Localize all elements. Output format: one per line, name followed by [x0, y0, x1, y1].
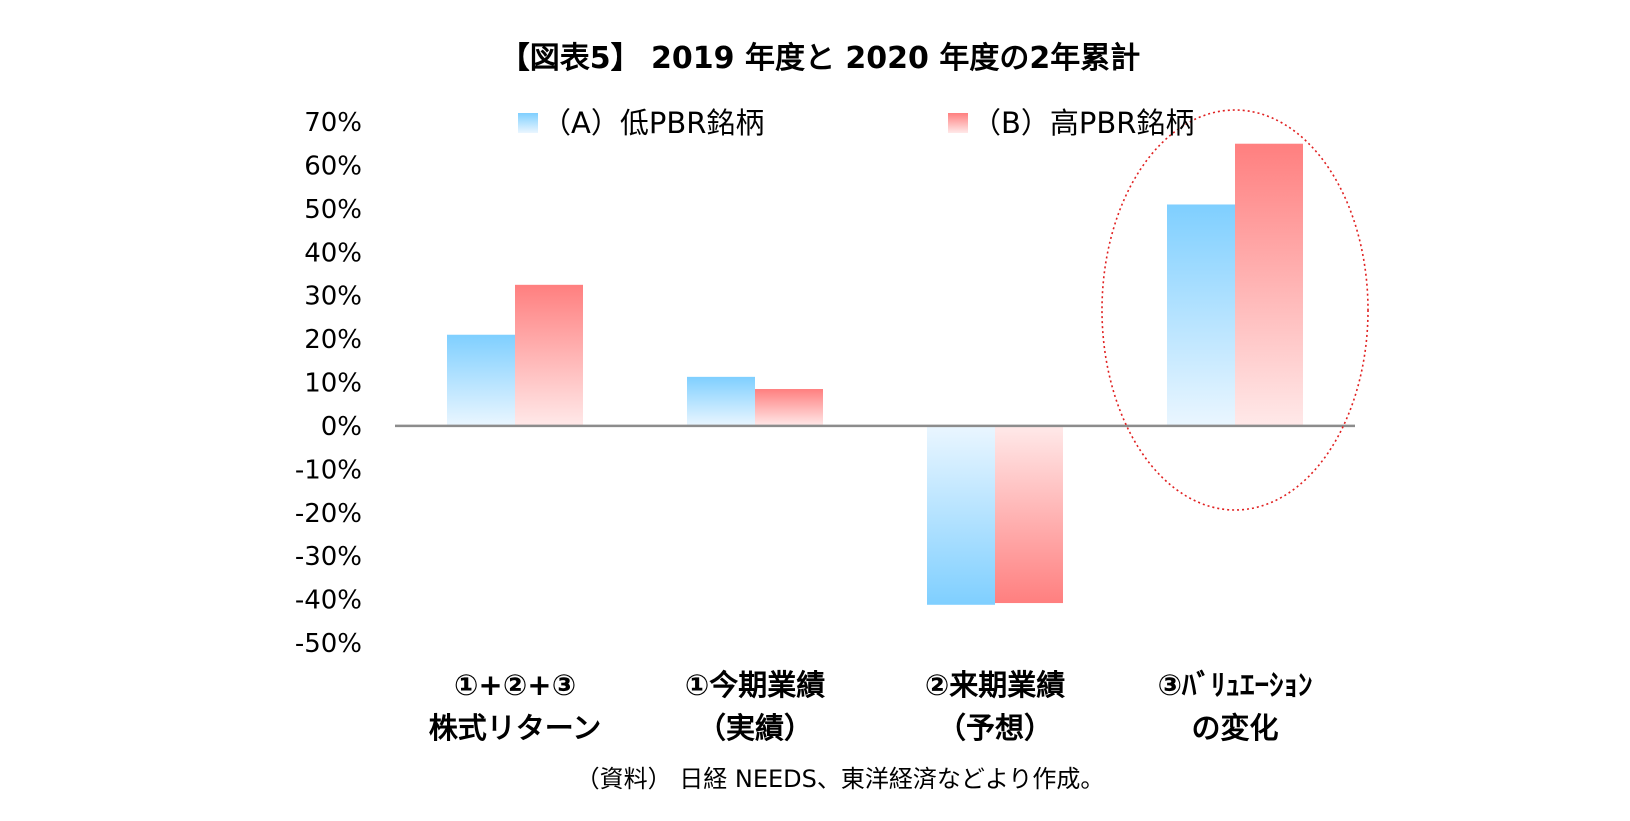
legend-label-series-2: （B）高PBR銘柄 [972, 106, 1194, 140]
bar-series-1-category-4 [1167, 204, 1235, 426]
legend-swatch-series-1 [518, 113, 538, 133]
category-label-3-line-2: （予想） [937, 711, 1053, 745]
bar-series-2-category-2 [755, 389, 823, 426]
x-axis-category-labels: ①+②+③ 株式リターン ①今期業績 （実績） ②来期業績 （予想） ③ﾊﾞﾘｭｴｰｼｮﾝ の… [429, 668, 1313, 745]
bar-series-1-category-2 [687, 376, 755, 426]
bar-series-1-category-3 [927, 425, 995, 605]
bar-series-1-category-1 [447, 334, 515, 426]
y-tick-label: 30% [304, 282, 362, 312]
category-label-3-line-1: ②来期業績 [925, 668, 1066, 702]
bar-series-2-category-4 [1235, 143, 1303, 426]
category-label-2-line-2: （実績） [697, 711, 813, 745]
bar-series-2-category-3 [995, 425, 1063, 604]
legend-label-series-1: （A）低PBR銘柄 [542, 106, 764, 140]
y-tick-label: -10% [295, 455, 362, 485]
legend-swatch-series-2 [948, 113, 968, 133]
y-tick-label: -20% [295, 499, 362, 529]
source-note: （資料） 日経 NEEDS、東洋経済などより作成。 [576, 765, 1105, 793]
chart-title: 【図表5】 2019 年度と 2020 年度の2年累計 [500, 41, 1141, 76]
category-label-4-line-2: の変化 [1191, 711, 1278, 745]
y-tick-label: 20% [304, 325, 362, 355]
y-tick-label: 50% [304, 195, 362, 225]
y-axis: 70% 60% 50% 40% 30% 20% 10% 0% -10% -20% -30% -40% -… [295, 108, 362, 659]
y-tick-label: 60% [304, 151, 362, 181]
category-label-1-line-1: ①+②+③ [454, 668, 576, 702]
bar-series-2-category-1 [515, 284, 583, 426]
y-tick-label: 10% [304, 369, 362, 399]
legend: （A）低PBR銘柄 （B）高PBR銘柄 [518, 106, 1194, 140]
y-tick-label: 70% [304, 108, 362, 138]
y-tick-label: 40% [304, 238, 362, 268]
category-label-2-line-1: ①今期業績 [685, 668, 826, 702]
y-tick-label: -50% [295, 629, 362, 659]
category-label-4-line-1: ③ﾊﾞﾘｭｴｰｼｮﾝ [1157, 668, 1312, 702]
y-tick-label: 0% [321, 412, 362, 442]
y-tick-label: -30% [295, 542, 362, 572]
bars [447, 143, 1303, 605]
highlight-ellipse [1101, 109, 1369, 511]
y-tick-label: -40% [295, 586, 362, 616]
category-label-1-line-2: 株式リターン [429, 711, 602, 745]
